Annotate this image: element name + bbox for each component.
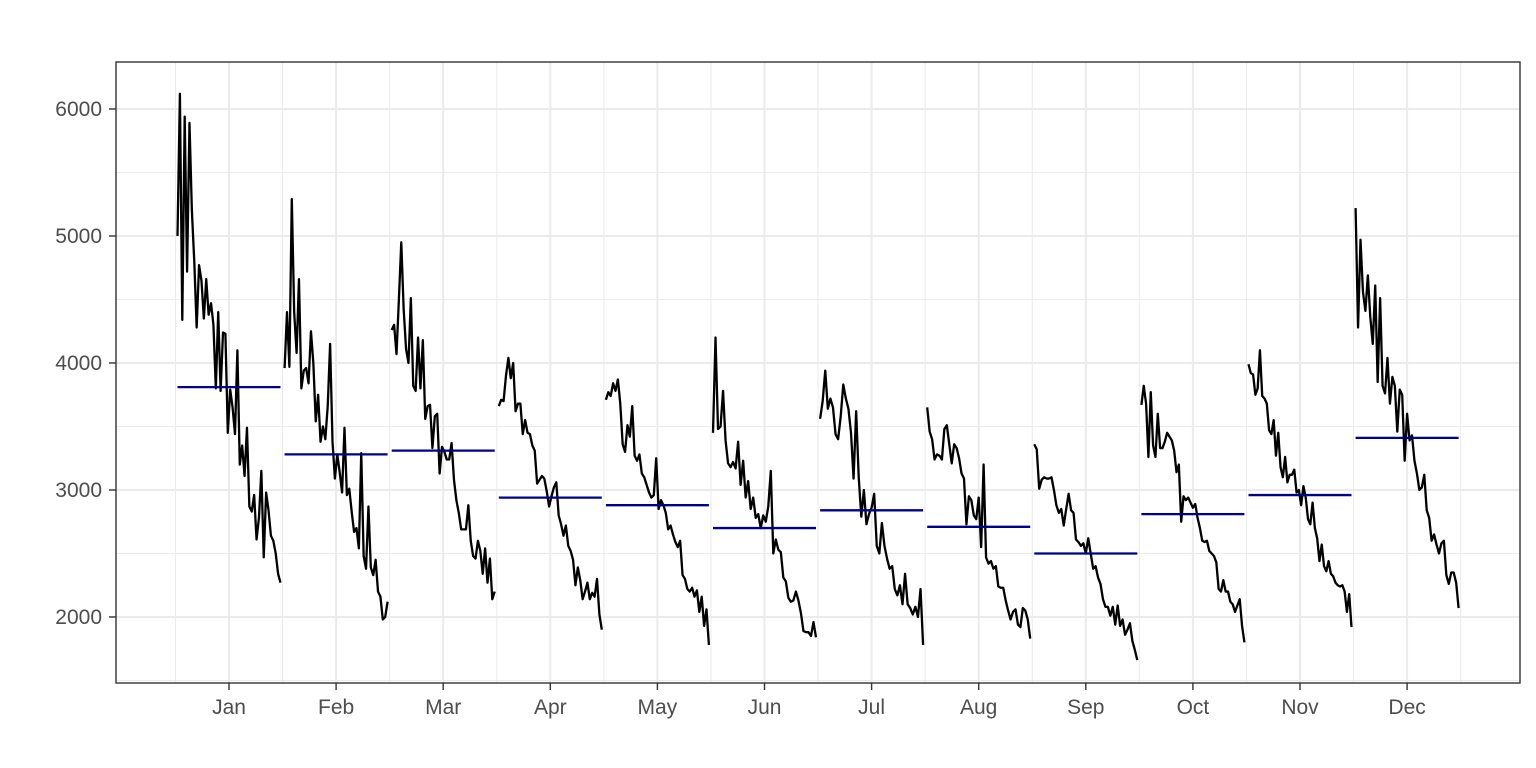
- x-tick-label-apr: Apr: [534, 696, 567, 719]
- subseries-line-may: [604, 378, 711, 645]
- y-tick-label: 2000: [55, 606, 102, 629]
- panel-border: [115, 61, 1521, 684]
- x-tick-label-aug: Aug: [960, 696, 997, 719]
- y-axis-labels: 2000 3000 4000 5000 6000: [55, 98, 102, 629]
- y-tick-label: 5000: [55, 225, 102, 248]
- subseries-line-jul: [818, 369, 925, 645]
- subseries-line-jan: [176, 92, 282, 583]
- x-tick-label-sep: Sep: [1067, 696, 1104, 719]
- major-gridlines: [116, 62, 1520, 683]
- x-tick-label-feb: Feb: [318, 696, 354, 719]
- x-tick-label-nov: Nov: [1281, 696, 1319, 719]
- subseries-line-mar: [390, 241, 496, 601]
- x-tick-label-jan: Jan: [212, 696, 246, 719]
- x-tick-label-mar: Mar: [425, 696, 461, 719]
- subseries-line-feb: [283, 197, 389, 621]
- subseries-line-jun: [711, 336, 818, 638]
- subseries-line-aug: [926, 407, 1032, 639]
- x-tick-label-may: May: [638, 696, 678, 719]
- x-tick-label-oct: Oct: [1177, 696, 1210, 719]
- subseries-line-dec: [1354, 208, 1460, 609]
- y-tick-label: 3000: [55, 479, 102, 502]
- x-tick-label-dec: Dec: [1388, 696, 1425, 719]
- x-tick-label-jul: Jul: [858, 696, 885, 719]
- subseries-line-apr: [497, 356, 603, 630]
- x-axis-labels: Jan Feb Mar Apr May Jun Jul Aug Sep Oct Nov Dec: [212, 696, 1426, 719]
- y-tick-label: 4000: [55, 352, 102, 375]
- axis-ticks: [109, 108, 1408, 690]
- subseries-lines: [176, 92, 1460, 661]
- subseries-line-oct: [1140, 384, 1246, 643]
- minor-gridlines: [116, 62, 1520, 683]
- x-tick-label-jun: Jun: [748, 696, 782, 719]
- mean-lines: [177, 385, 1459, 555]
- subseries-line-nov: [1247, 349, 1353, 628]
- y-tick-label: 6000: [55, 98, 102, 121]
